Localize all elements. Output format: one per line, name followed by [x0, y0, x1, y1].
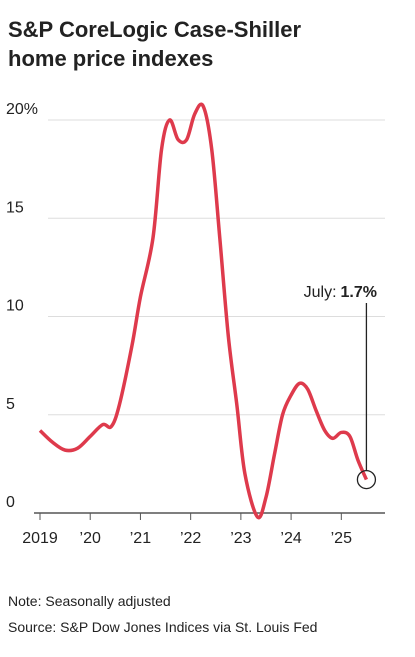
y-tick-label: 10 [6, 298, 24, 315]
source: Source: S&P Dow Jones Indices via St. Lo… [8, 619, 317, 635]
x-tick-label: ’22 [180, 530, 201, 547]
x-tick-label: ’23 [230, 530, 251, 547]
x-tick-label: 2019 [22, 530, 58, 547]
chart-title: home price indexes [8, 46, 213, 71]
y-tick-label: 15 [6, 199, 24, 216]
annotation-marker [356, 469, 377, 490]
y-tick-label: 20% [6, 101, 38, 118]
chart-title: S&P CoreLogic Case-Shiller [8, 17, 301, 42]
x-tick-label: ’21 [130, 530, 151, 547]
annotation-value: 1.7% [341, 284, 377, 301]
y-tick-label: 0 [6, 494, 15, 511]
annotation-text: July: [304, 284, 337, 301]
y-tick-label: 5 [6, 396, 15, 413]
x-tick-label: ’25 [331, 530, 352, 547]
annotation: July: 1.7% [304, 284, 377, 301]
x-tick-label: ’20 [80, 530, 101, 547]
x-tick-label: ’24 [280, 530, 301, 547]
note: Note: Seasonally adjusted [8, 593, 171, 609]
line-series [38, 102, 369, 520]
